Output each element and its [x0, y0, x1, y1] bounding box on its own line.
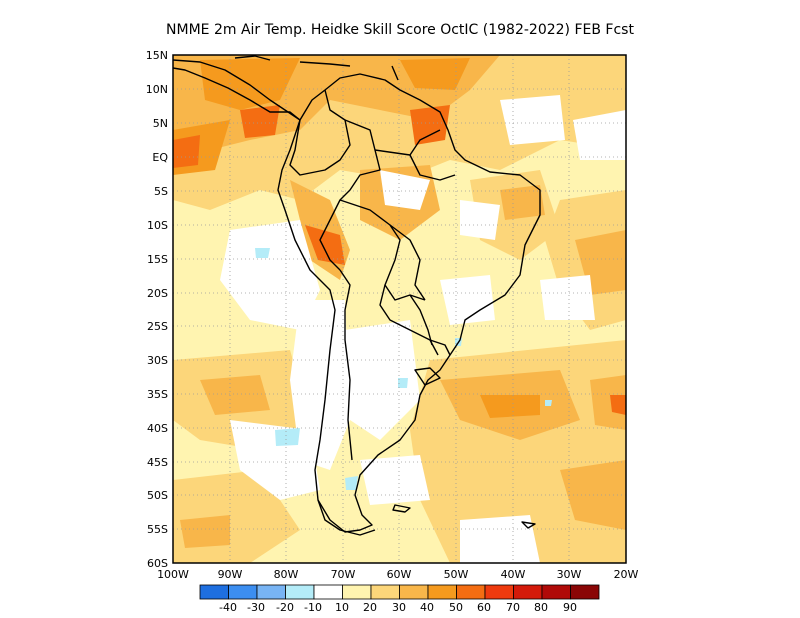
lat-label: 50S	[147, 489, 168, 502]
lon-label: 50W	[444, 568, 469, 581]
latitude-labels: 15N 10N 5N EQ 5S 10S 15S 20S 25S 30S 35S…	[146, 49, 169, 570]
colorbar-label: -10	[304, 601, 322, 614]
colorbar-swatch	[399, 584, 429, 600]
lat-label: 5N	[153, 117, 168, 130]
lat-label: 25S	[147, 320, 168, 333]
colorbar-label: -30	[247, 601, 265, 614]
lon-label: 20W	[614, 568, 639, 581]
colorbar-swatch	[513, 584, 543, 600]
lon-label: 40W	[501, 568, 526, 581]
colorbar-swatch	[427, 584, 457, 600]
colorbar-label: 50	[449, 601, 463, 614]
colorbar-label: 20	[363, 601, 377, 614]
plot-frame	[172, 54, 627, 564]
colorbar-label: 80	[534, 601, 548, 614]
lat-label: 30S	[147, 354, 168, 367]
graticule	[173, 55, 626, 563]
colorbar-swatch	[228, 584, 258, 600]
colorbar-swatch	[342, 584, 372, 600]
lat-label: 55S	[147, 523, 168, 536]
colorbar-swatch	[370, 584, 400, 600]
lon-label: 100W	[157, 568, 189, 581]
lat-label: EQ	[152, 151, 168, 164]
lat-label: 20S	[147, 287, 168, 300]
colorbar-swatch	[285, 584, 315, 600]
colorbar-swatch	[456, 584, 486, 600]
colorbar-label: 10	[335, 601, 349, 614]
colorbar-label: 70	[506, 601, 520, 614]
lon-label: 90W	[218, 568, 243, 581]
colorbar-label: 60	[477, 601, 491, 614]
lat-label: 35S	[147, 388, 168, 401]
colorbar-swatch	[313, 584, 343, 600]
colorbar-swatch	[484, 584, 514, 600]
longitude-labels: 100W 90W 80W 70W 60W 50W 40W 30W 20W	[157, 568, 638, 581]
colorbar-swatch	[570, 584, 600, 600]
lon-label: 30W	[557, 568, 582, 581]
lon-label: 70W	[331, 568, 356, 581]
lat-label: 5S	[154, 185, 168, 198]
colorbar-labels: -40 -30 -20 -10 10 20 30 40 50 60 70 80 …	[219, 601, 577, 614]
lat-label: 15N	[146, 49, 168, 62]
lon-label: 60W	[387, 568, 412, 581]
colorbar-swatch	[256, 584, 286, 600]
colorbar-label: -20	[276, 601, 294, 614]
lon-label: 80W	[274, 568, 299, 581]
lat-label: 10N	[146, 83, 168, 96]
skill-shading	[173, 55, 626, 563]
lat-label: 45S	[147, 456, 168, 469]
colorbar-swatch	[199, 584, 229, 600]
colorbar-label: 30	[392, 601, 406, 614]
coastlines	[173, 55, 541, 536]
map-title: NMME 2m Air Temp. Heidke Skill Score Oct…	[166, 22, 634, 38]
colorbar-swatch	[541, 584, 571, 600]
lat-label: 40S	[147, 422, 168, 435]
lat-label: 10S	[147, 219, 168, 232]
colorbar-label: 90	[563, 601, 577, 614]
lat-label: 60S	[147, 557, 168, 570]
colorbar-label: 40	[420, 601, 434, 614]
colorbar-label: -40	[219, 601, 237, 614]
lat-label: 15S	[147, 253, 168, 266]
colorbar	[199, 584, 600, 600]
